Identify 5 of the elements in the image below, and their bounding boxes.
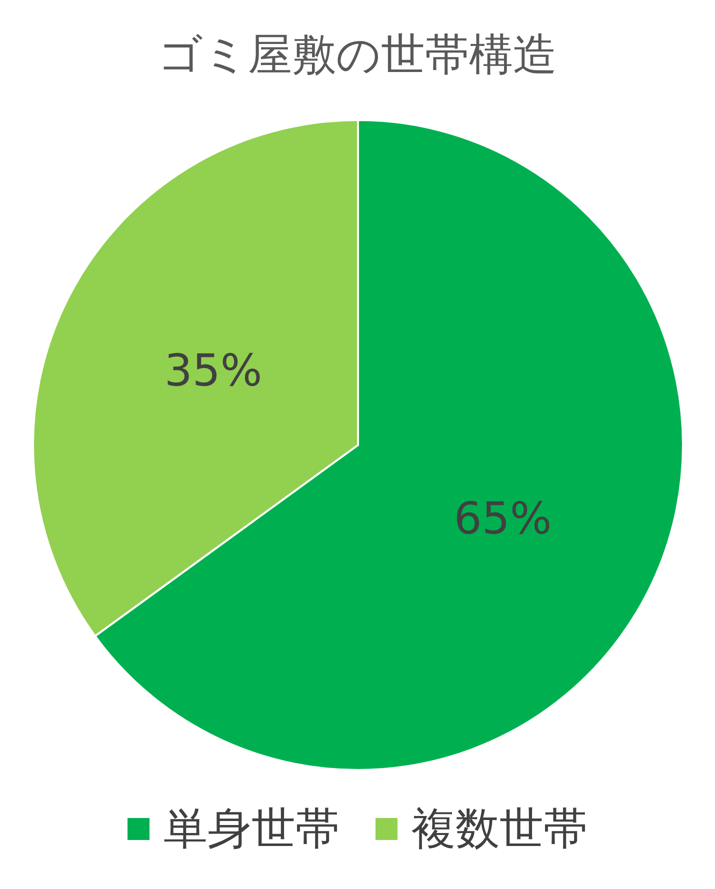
data-label: 35% <box>164 346 262 397</box>
chart-title: ゴミ屋敷の世帯構造 <box>158 30 557 80</box>
data-label: 65% <box>454 493 552 544</box>
legend-label: 複数世帯 <box>412 804 588 854</box>
legend-label: 単身世帯 <box>164 804 340 854</box>
